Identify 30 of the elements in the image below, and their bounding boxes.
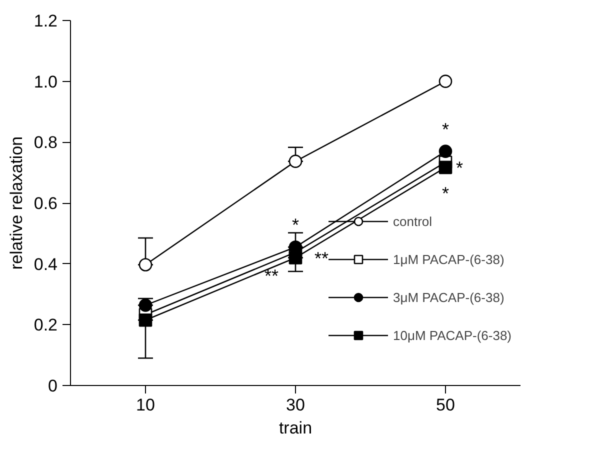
point: [138, 298, 152, 312]
legend-label: 10μM PACAP-(6-38): [393, 328, 512, 342]
annotation: *: [442, 119, 450, 140]
x-tick-label: 10: [136, 396, 155, 414]
point: [138, 313, 152, 327]
point: [438, 160, 452, 174]
y-tick-label: 0.4: [34, 254, 58, 274]
x-tick-label: 50: [436, 396, 455, 414]
annotation: **: [314, 248, 329, 268]
x-axis-title: train: [278, 418, 312, 438]
point: [438, 144, 452, 158]
y-tick-label: 0.6: [34, 194, 58, 213]
point: [288, 154, 302, 168]
y-tick-label: 0.8: [34, 133, 58, 152]
y-tick-label: 0: [48, 376, 58, 396]
point: [438, 74, 452, 88]
point: [288, 251, 302, 264]
y-axis-title: relative relaxation: [6, 136, 26, 270]
point: [138, 258, 152, 272]
annotation: *: [442, 183, 450, 204]
legend-label: 3μM PACAP-(6-38): [393, 290, 504, 304]
y-tick-label: 1.2: [34, 12, 58, 30]
y-tick-label: 0.2: [34, 316, 58, 335]
legend-label: 1μM PACAP-(6-38): [393, 252, 504, 266]
legend-label: control: [393, 214, 432, 228]
annotation: *: [292, 215, 300, 236]
y-tick-label: 1.0: [34, 72, 58, 92]
annotation: **: [264, 266, 279, 286]
annotation: *: [456, 158, 464, 178]
x-tick-label: 30: [286, 396, 305, 414]
